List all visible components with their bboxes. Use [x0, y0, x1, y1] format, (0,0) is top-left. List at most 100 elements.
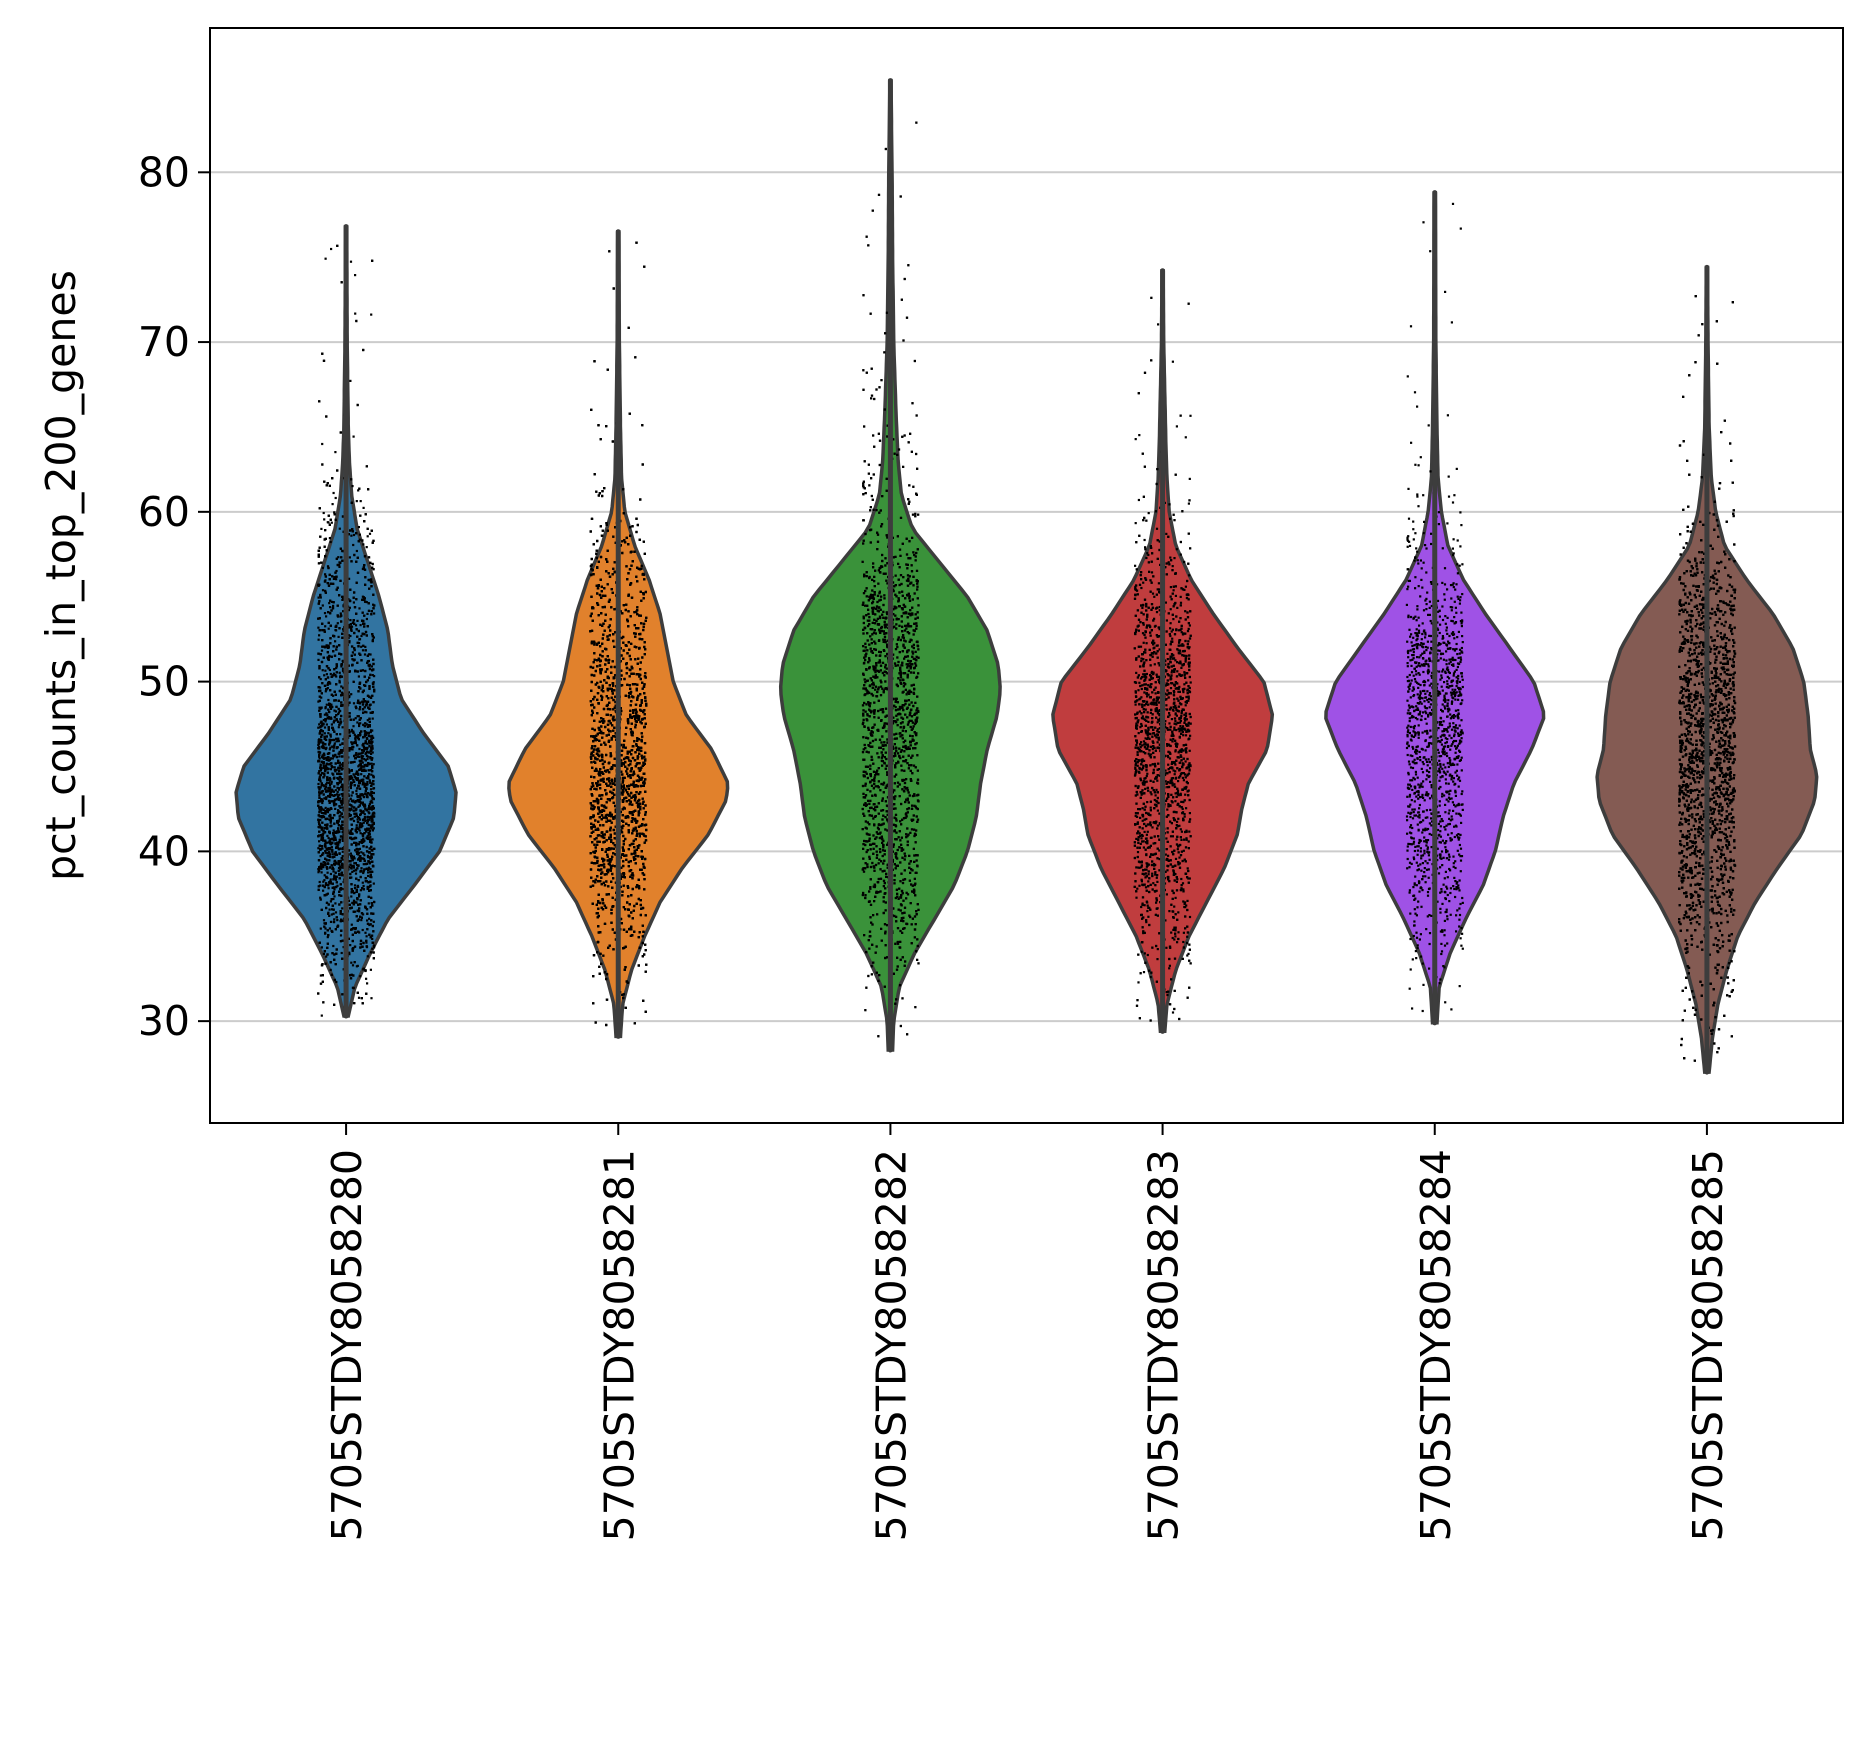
data-point — [372, 701, 375, 704]
data-point — [349, 860, 352, 863]
data-point — [324, 786, 327, 789]
data-point — [338, 779, 341, 782]
data-point — [372, 822, 375, 825]
data-point — [325, 851, 328, 854]
data-point — [332, 634, 335, 637]
data-point — [326, 834, 329, 837]
data-point — [333, 1003, 336, 1006]
data-point — [317, 871, 320, 874]
data-point — [325, 415, 328, 418]
data-point — [330, 703, 333, 706]
data-point — [332, 908, 335, 911]
data-point — [359, 500, 362, 503]
data-point — [337, 824, 341, 827]
data-point — [353, 653, 356, 656]
data-point — [355, 824, 358, 827]
data-point — [358, 747, 361, 751]
data-point — [348, 807, 351, 810]
data-point — [362, 723, 365, 726]
data-point — [317, 782, 320, 786]
data-point — [363, 768, 366, 771]
data-point — [357, 715, 360, 718]
data-point — [340, 620, 343, 623]
data-point — [356, 909, 359, 912]
data-point — [333, 768, 337, 772]
data-point — [317, 652, 320, 655]
data-point — [338, 852, 341, 855]
data-point — [355, 850, 358, 853]
data-point — [323, 797, 326, 800]
data-point — [336, 469, 339, 472]
data-point — [329, 840, 332, 843]
data-point — [356, 787, 359, 790]
data-point — [366, 919, 369, 922]
data-point — [338, 681, 341, 684]
data-point — [320, 807, 323, 810]
data-point — [341, 632, 344, 635]
data-point — [362, 778, 365, 781]
data-point — [334, 693, 337, 696]
data-point — [335, 575, 338, 578]
data-point — [352, 725, 355, 728]
data-point — [358, 724, 361, 728]
data-point — [328, 743, 331, 746]
data-point — [332, 870, 335, 873]
data-point — [339, 676, 342, 679]
data-point — [331, 575, 334, 578]
data-point — [347, 799, 350, 802]
data-point — [349, 260, 353, 263]
data-point — [321, 863, 325, 867]
data-point — [336, 772, 339, 775]
data-point — [366, 700, 370, 703]
data-point — [332, 944, 335, 948]
data-point — [329, 881, 332, 884]
data-point — [328, 851, 331, 854]
data-point — [357, 489, 360, 492]
data-point — [367, 488, 370, 491]
data-point — [369, 800, 372, 803]
data-point — [324, 842, 327, 845]
data-point — [354, 849, 357, 852]
data-point — [365, 723, 368, 726]
data-point — [350, 888, 353, 891]
data-point — [366, 821, 369, 824]
data-point — [352, 809, 355, 812]
data-point — [331, 503, 334, 506]
data-point — [328, 866, 332, 869]
data-point — [362, 793, 365, 796]
data-point — [350, 534, 353, 537]
data-point — [328, 710, 331, 714]
data-point — [319, 848, 322, 851]
data-point — [317, 786, 320, 789]
data-point — [321, 801, 324, 805]
data-point — [319, 769, 322, 772]
data-point — [337, 635, 340, 638]
data-point — [365, 704, 368, 707]
data-point — [339, 940, 343, 943]
data-point — [324, 625, 327, 628]
data-point — [326, 651, 329, 654]
data-point — [349, 747, 352, 750]
data-point — [321, 733, 324, 736]
data-point — [320, 561, 323, 564]
data-point — [341, 515, 345, 518]
data-point — [340, 685, 343, 688]
data-point — [348, 771, 351, 774]
data-point — [318, 746, 321, 749]
data-point — [362, 566, 365, 569]
data-point — [360, 912, 364, 915]
data-point — [327, 644, 330, 647]
data-point — [322, 511, 325, 515]
data-point — [326, 646, 330, 649]
data-point — [366, 928, 369, 931]
data-point — [340, 803, 343, 806]
data-point — [340, 675, 343, 678]
data-point — [328, 703, 331, 706]
data-point — [363, 622, 366, 625]
data-point — [368, 663, 372, 666]
data-point — [357, 805, 360, 808]
gridlines — [210, 171, 1843, 1023]
data-point — [363, 868, 366, 871]
data-point — [335, 842, 338, 846]
data-point — [372, 853, 375, 856]
